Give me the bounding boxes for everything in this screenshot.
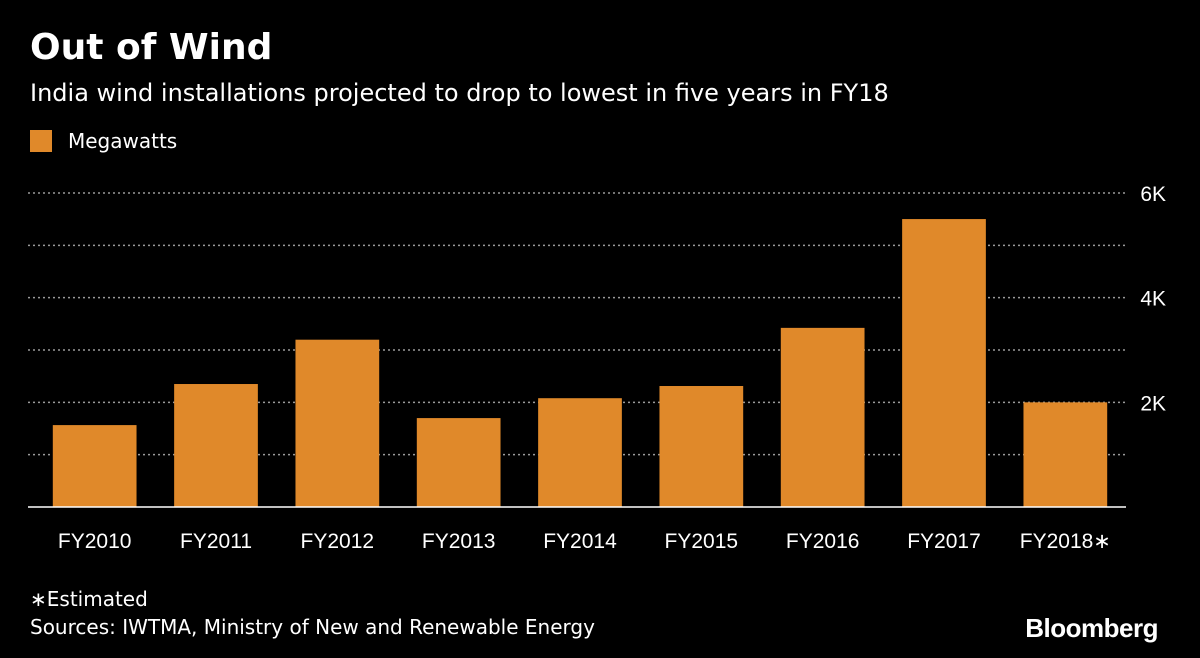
x-tick-label: FY2011 xyxy=(180,530,252,553)
x-tick-label: FY2013 xyxy=(422,530,496,553)
bloomberg-logo: Bloomberg xyxy=(1025,613,1158,643)
y-tick-label: 4K xyxy=(1140,288,1166,311)
bar xyxy=(538,398,622,507)
bar xyxy=(902,219,986,507)
chart-title: Out of Wind xyxy=(30,27,273,68)
bar xyxy=(780,327,865,507)
x-axis-ticks: FY2010 FY2011 FY2012 FY2013 FY2014 FY2015 FY20… xyxy=(58,530,1111,553)
bar xyxy=(1023,402,1108,507)
chart-subtitle: India wind installations projected to dr… xyxy=(30,79,889,107)
bar xyxy=(52,425,137,507)
y-axis-ticks: 2K 4K 6K xyxy=(1140,183,1166,415)
x-tick-label: FY2012 xyxy=(301,530,375,553)
y-tick-label: 2K xyxy=(1140,392,1166,415)
x-tick-label: FY2015 xyxy=(665,530,739,553)
x-tick-label: FY2018∗ xyxy=(1020,530,1111,553)
y-tick-label: 6K xyxy=(1140,183,1166,206)
source-note: Sources: IWTMA, Ministry of New and Rene… xyxy=(30,615,595,639)
x-tick-label: FY2010 xyxy=(58,530,132,553)
bar xyxy=(295,339,380,507)
bar xyxy=(416,418,501,507)
legend: Megawatts xyxy=(30,128,177,154)
bar xyxy=(174,384,258,507)
legend-label: Megawatts xyxy=(68,129,178,153)
x-tick-label: FY2017 xyxy=(907,530,981,553)
footnote: ∗Estimated xyxy=(30,587,148,611)
x-tick-label: FY2016 xyxy=(786,530,860,553)
bars xyxy=(52,219,1108,507)
legend-swatch xyxy=(30,130,52,152)
x-tick-label: FY2014 xyxy=(543,530,617,553)
bar xyxy=(659,386,744,507)
